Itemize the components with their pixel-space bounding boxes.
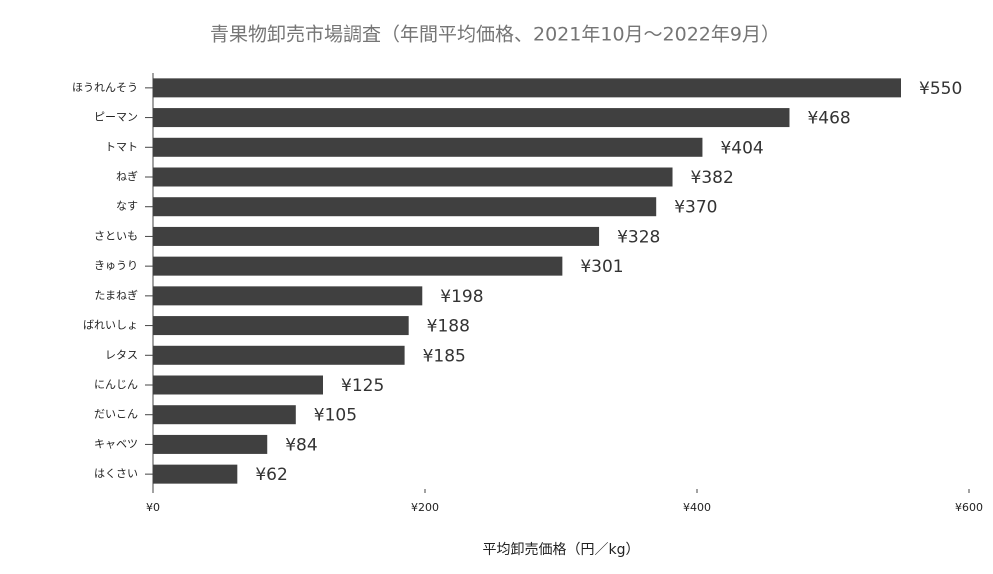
bar bbox=[153, 256, 563, 276]
value-label: ¥84 bbox=[285, 435, 317, 455]
value-label: ¥550 bbox=[919, 79, 962, 99]
value-label: ¥62 bbox=[255, 465, 287, 485]
bar bbox=[153, 375, 323, 395]
chart-title: 青果物卸売市場調査（年間平均価格、2021年10月〜2022年9月） bbox=[210, 24, 780, 46]
value-label: ¥301 bbox=[580, 257, 623, 277]
y-tick-label: ばれいしょ bbox=[83, 319, 138, 332]
y-tick-label: きゅうり bbox=[94, 259, 138, 272]
value-label: ¥125 bbox=[341, 376, 384, 396]
value-label: ¥404 bbox=[720, 138, 763, 158]
x-tick-label: ¥200 bbox=[411, 501, 439, 514]
y-tick-label: さといも bbox=[94, 229, 138, 242]
bar bbox=[153, 434, 268, 454]
value-label: ¥198 bbox=[440, 287, 483, 307]
x-tick-label: ¥400 bbox=[683, 501, 711, 514]
bar bbox=[153, 108, 790, 128]
value-label: ¥328 bbox=[617, 227, 660, 247]
bar bbox=[153, 316, 409, 336]
value-label: ¥370 bbox=[674, 198, 717, 218]
y-tick-label: にんじん bbox=[94, 378, 138, 391]
x-axis-label: 平均卸売価格（円／kg） bbox=[483, 542, 640, 558]
value-label: ¥105 bbox=[314, 406, 357, 426]
value-label: ¥468 bbox=[807, 109, 850, 129]
bar bbox=[153, 78, 901, 98]
value-label: ¥382 bbox=[691, 168, 734, 188]
bar bbox=[153, 137, 703, 157]
y-tick-label: ほうれんそう bbox=[72, 81, 138, 94]
bar bbox=[153, 345, 405, 365]
y-tick-label: ねぎ bbox=[116, 169, 138, 183]
value-label: ¥188 bbox=[427, 317, 470, 337]
bar bbox=[153, 286, 423, 306]
x-tick-label: ¥0 bbox=[146, 501, 160, 514]
value-label: ¥185 bbox=[423, 346, 466, 366]
x-tick-label: ¥600 bbox=[955, 501, 983, 514]
y-tick-label: だいこん bbox=[94, 408, 138, 421]
bar bbox=[153, 167, 673, 187]
y-tick-label: ピーマン bbox=[94, 111, 138, 124]
bar bbox=[153, 226, 600, 246]
y-tick-label: はくさい bbox=[94, 467, 138, 480]
bar bbox=[153, 464, 238, 484]
y-tick-label: なす bbox=[116, 200, 138, 213]
y-tick-label: トマト bbox=[105, 140, 138, 153]
y-tick-label: たまねぎ bbox=[94, 288, 138, 302]
y-tick-label: レタス bbox=[105, 348, 138, 361]
y-tick-label: キャベツ bbox=[94, 437, 138, 450]
bar bbox=[153, 405, 296, 425]
bar bbox=[153, 197, 657, 217]
